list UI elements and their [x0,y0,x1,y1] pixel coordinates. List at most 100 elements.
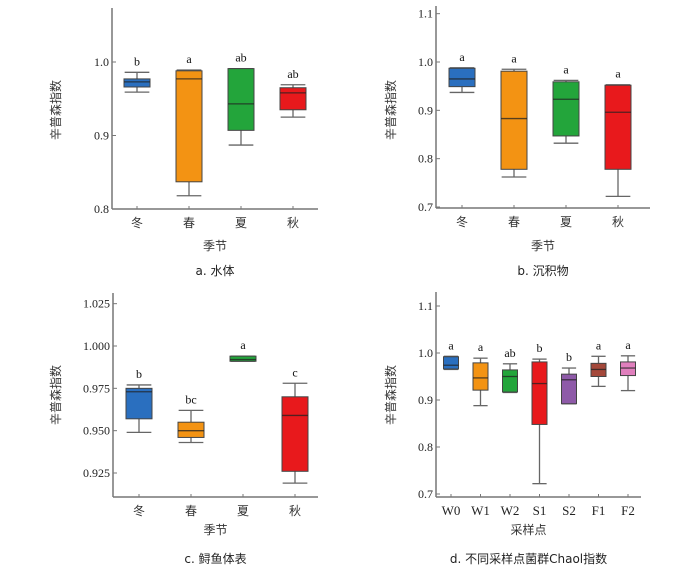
significance-label: a [596,338,602,352]
box-春: bc [177,392,205,444]
chart-panel-d: 0.7 0.8 0.9 1.0 1.1 辛普森指数 a W0 a W1 ab W2 b S1 b S2 a F1 a… [383,292,641,566]
box-冬: b [123,54,151,93]
x-tick-label: 春 [185,504,197,518]
x-tick-label: S2 [562,503,576,518]
significance-label: a [240,338,246,352]
box-iqr [177,421,205,438]
panel-caption: c. 鲟鱼体表 [184,552,246,566]
box-iqr [443,356,459,370]
box-iqr [472,362,489,391]
box-iqr [552,81,580,137]
y-tick-label: 0.8 [418,152,433,166]
x-axis-title: 季节 [203,523,227,537]
box-iqr [175,70,203,183]
panel-caption: d. 不同采样点菌群Chaol指数 [450,551,607,566]
box-iqr [448,67,476,88]
box-夏: ab [227,51,255,146]
significance-label: a [615,67,621,81]
x-tick-label: 春 [508,215,520,229]
y-tick-label: 1.0 [418,55,433,69]
panel-caption: a. 水体 [196,264,235,278]
significance-label: a [478,340,484,354]
box-iqr [620,361,636,377]
box-W0: a [443,338,459,371]
box-iqr [500,70,528,170]
y-axis-title: 辛普森指数 [48,365,63,425]
y-tick-label: 0.7 [418,487,433,501]
x-tick-label: 夏 [560,215,572,229]
y-tick-label: 1.0 [418,346,433,360]
x-tick-label: 冬 [133,503,145,518]
y-tick-label: 1.0 [94,55,109,69]
x-tick-label: 秋 [289,504,301,518]
significance-label: ab [235,51,246,65]
box-iqr [229,355,257,362]
significance-label: b [134,54,140,68]
chart-panel-a: 0.8 0.9 1.0 辛普森指数 b 冬 a 春 ab 夏 ab 秋季节 a. 水体 [48,8,318,278]
box-iqr [123,78,151,88]
box-S1: b [531,341,548,485]
significance-label: a [448,338,454,352]
chart-panel-c: 0.925 0.950 0.975 1.000 1.025 辛普森指数 b 冬 bc 春 a 夏 c 秋季… [48,293,318,566]
x-axis-title: 季节 [531,239,555,253]
box-夏: a [229,338,257,362]
y-axis-title: 辛普森指数 [383,80,398,140]
box-春: a [500,51,528,178]
y-tick-label: 0.9 [94,129,109,143]
box-夏: a [552,62,580,144]
x-tick-label: 夏 [235,216,247,230]
x-tick-label: 夏 [237,504,249,518]
x-tick-label: 春 [183,216,195,230]
box-春: a [175,52,203,197]
box-F2: a [620,338,636,392]
x-tick-label: 秋 [287,216,299,230]
x-tick-label: 冬 [131,215,143,230]
box-iqr [281,396,309,472]
box-iqr [125,387,153,420]
significance-label: a [563,62,569,76]
y-tick-label: 0.950 [83,424,110,438]
significance-label: b [136,367,142,381]
box-冬: a [448,50,476,94]
y-tick-label: 0.9 [418,393,433,407]
significance-label: a [511,51,517,65]
significance-label: a [186,52,192,66]
box-iqr [531,361,548,425]
y-tick-label: 0.8 [94,202,109,216]
y-tick-label: 0.8 [418,440,433,454]
x-tick-label: S1 [533,503,547,518]
box-W1: a [472,340,489,407]
y-tick-label: 1.000 [83,339,110,353]
y-axis-title: 辛普森指数 [383,365,398,425]
x-tick-label: W1 [471,503,490,518]
y-axis-title: 辛普森指数 [48,80,63,140]
box-F1: a [590,338,607,388]
y-tick-label: 1.1 [418,299,433,313]
chart-panel-b: 0.7 0.8 0.9 1.0 1.1 辛普森指数 a 冬 a 春 a 夏 a 秋季节 b. 沉积物 [383,6,650,278]
y-tick-label: 0.9 [418,103,433,117]
box-W2: ab [502,346,518,394]
x-tick-label: F2 [621,503,635,518]
y-tick-label: 1.1 [418,7,433,21]
significance-label: ab [504,346,515,360]
box-iqr [604,84,632,170]
x-tick-label: F1 [592,503,606,518]
box-iqr [561,373,577,405]
significance-label: bc [185,392,196,406]
significance-label: ab [287,67,298,81]
box-秋: c [281,365,309,484]
significance-label: c [292,365,297,379]
significance-label: b [566,350,572,364]
x-tick-label: W0 [442,503,461,518]
box-冬: b [125,367,153,434]
significance-label: a [459,50,465,64]
x-tick-label: 冬 [456,214,468,229]
significance-label: b [537,341,543,355]
y-tick-label: 0.925 [83,466,110,480]
x-tick-label: W2 [501,503,520,518]
box-iqr [279,87,307,111]
x-axis-title: 季节 [203,239,227,253]
x-tick-label: 秋 [612,215,624,229]
significance-label: a [625,338,631,352]
